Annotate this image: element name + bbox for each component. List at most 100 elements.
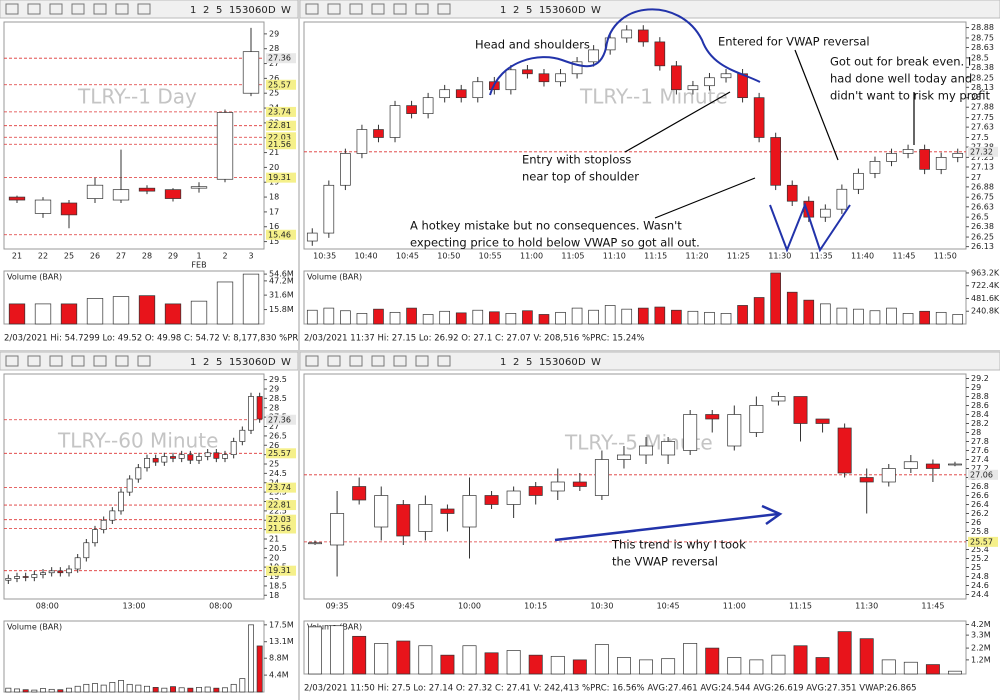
toolbar-button[interactable]: 60 bbox=[565, 357, 578, 368]
price-tag: 27.36 bbox=[268, 54, 291, 63]
candle-body bbox=[161, 456, 168, 463]
toolbar-button[interactable]: 60 bbox=[255, 357, 268, 368]
candle-body bbox=[40, 572, 46, 575]
volume-tick-label: 31.6M bbox=[269, 291, 294, 300]
volume-bar bbox=[161, 687, 168, 693]
volume-bar bbox=[604, 305, 616, 325]
y-tick-label: 26.38 bbox=[971, 222, 994, 231]
toolbar-icon[interactable] bbox=[437, 3, 451, 15]
toolbar-button[interactable]: 15 bbox=[229, 357, 242, 368]
candle-body bbox=[306, 232, 318, 242]
toolbar-icon[interactable] bbox=[371, 355, 385, 367]
toolbar-icon[interactable] bbox=[415, 3, 429, 15]
candle-body bbox=[216, 112, 234, 180]
y-tick-label: 28 bbox=[269, 403, 279, 412]
toolbar-icon[interactable] bbox=[27, 3, 41, 15]
toolbar-icon[interactable] bbox=[305, 3, 319, 15]
toolbar-icon[interactable] bbox=[93, 355, 107, 367]
toolbar-button[interactable]: 15 bbox=[539, 5, 552, 16]
toolbar-button[interactable]: W bbox=[591, 5, 601, 16]
toolbar-button[interactable]: 2 bbox=[513, 357, 519, 368]
toolbar-icon[interactable] bbox=[137, 355, 151, 367]
toolbar-button[interactable]: 2 bbox=[203, 5, 209, 16]
toolbar-button[interactable]: W bbox=[281, 5, 291, 16]
toolbar-icon[interactable] bbox=[349, 355, 363, 367]
toolbar-button[interactable]: 1 bbox=[500, 5, 506, 16]
x-tick-label: 10:30 bbox=[590, 602, 613, 611]
y-tick-label: 28.75 bbox=[971, 33, 994, 42]
toolbar-icon[interactable] bbox=[305, 355, 319, 367]
toolbar-button[interactable]: 5 bbox=[216, 5, 222, 16]
toolbar-icon[interactable] bbox=[393, 3, 407, 15]
y-tick-label: 27.5 bbox=[971, 133, 989, 142]
volume-tick-label: 963.2K bbox=[971, 268, 1000, 277]
volume-bar bbox=[242, 273, 260, 325]
candle-body bbox=[639, 445, 654, 456]
volume-bar bbox=[753, 297, 765, 325]
toolbar-button[interactable]: W bbox=[281, 357, 291, 368]
toolbar-button[interactable]: 60 bbox=[565, 5, 578, 16]
toolbar-icon[interactable] bbox=[93, 3, 107, 15]
candle-body bbox=[837, 427, 852, 474]
toolbar-button[interactable]: D bbox=[578, 357, 586, 368]
toolbar-button[interactable]: 5 bbox=[526, 5, 532, 16]
y-tick-label: 28 bbox=[269, 44, 279, 53]
toolbar-button[interactable]: 30 bbox=[242, 357, 255, 368]
toolbar-icon[interactable] bbox=[71, 355, 85, 367]
toolbar-button[interactable]: 30 bbox=[242, 5, 255, 16]
toolbar-button[interactable]: 5 bbox=[526, 357, 532, 368]
toolbar-icon[interactable] bbox=[5, 355, 19, 367]
candle-body bbox=[57, 570, 64, 574]
price-tag-box bbox=[266, 79, 296, 90]
toolbar-button[interactable]: 60 bbox=[255, 5, 268, 16]
toolbar-icon[interactable] bbox=[327, 3, 341, 15]
toolbar-button[interactable]: 15 bbox=[539, 357, 552, 368]
toolbar-button[interactable]: 30 bbox=[552, 5, 565, 16]
y-tick-label: 20 bbox=[269, 553, 279, 562]
toolbar-button[interactable]: 15 bbox=[229, 5, 242, 16]
toolbar-button[interactable]: 2 bbox=[513, 5, 519, 16]
volume-tick-label: 54.6M bbox=[269, 270, 294, 279]
candle-body bbox=[352, 486, 367, 501]
toolbar-icon[interactable] bbox=[393, 355, 407, 367]
toolbar-button[interactable]: D bbox=[268, 5, 276, 16]
toolbar-icon[interactable] bbox=[327, 355, 341, 367]
volume-bar bbox=[323, 307, 335, 325]
status-line: 2/03/2021 Hi: 54.7299 Lo: 49.52 O: 49.98… bbox=[4, 334, 298, 344]
toolbar-icon[interactable] bbox=[71, 3, 85, 15]
toolbar-icon[interactable] bbox=[49, 355, 63, 367]
toolbar-icon[interactable] bbox=[5, 3, 19, 15]
toolbar bbox=[300, 352, 1000, 371]
toolbar-icon[interactable] bbox=[415, 355, 429, 367]
candle-body bbox=[484, 495, 499, 505]
toolbar-icon[interactable] bbox=[437, 355, 451, 367]
x-tick-label: 22 bbox=[38, 252, 48, 261]
y-tick-label: 17 bbox=[269, 207, 279, 216]
toolbar-button[interactable]: W bbox=[591, 357, 601, 368]
candle-body bbox=[34, 199, 52, 214]
toolbar-button[interactable]: 1 bbox=[190, 5, 196, 16]
toolbar-button[interactable]: 1 bbox=[500, 357, 506, 368]
toolbar-button[interactable]: 1 bbox=[190, 357, 196, 368]
toolbar-icon[interactable] bbox=[115, 3, 129, 15]
volume-bar bbox=[572, 659, 587, 675]
toolbar-button[interactable]: 2 bbox=[203, 357, 209, 368]
candle-body bbox=[737, 73, 748, 99]
y-tick-label: 27.8 bbox=[971, 437, 989, 446]
toolbar-icon[interactable] bbox=[349, 3, 363, 15]
volume-tick-label: 722.4K bbox=[971, 281, 1000, 290]
toolbar-button[interactable]: 30 bbox=[552, 357, 565, 368]
toolbar-icon[interactable] bbox=[371, 3, 385, 15]
x-tick-label: 08:00 bbox=[209, 602, 232, 611]
toolbar-button[interactable]: D bbox=[578, 5, 586, 16]
volume-bar bbox=[34, 303, 52, 325]
candle-body bbox=[594, 459, 609, 496]
toolbar-icon[interactable] bbox=[49, 3, 63, 15]
toolbar-icon[interactable] bbox=[137, 3, 151, 15]
annotation: had done well today and bbox=[830, 72, 972, 86]
toolbar-button[interactable]: 5 bbox=[216, 357, 222, 368]
toolbar-icon[interactable] bbox=[115, 355, 129, 367]
toolbar-icon[interactable] bbox=[27, 355, 41, 367]
toolbar-button[interactable]: D bbox=[268, 357, 276, 368]
